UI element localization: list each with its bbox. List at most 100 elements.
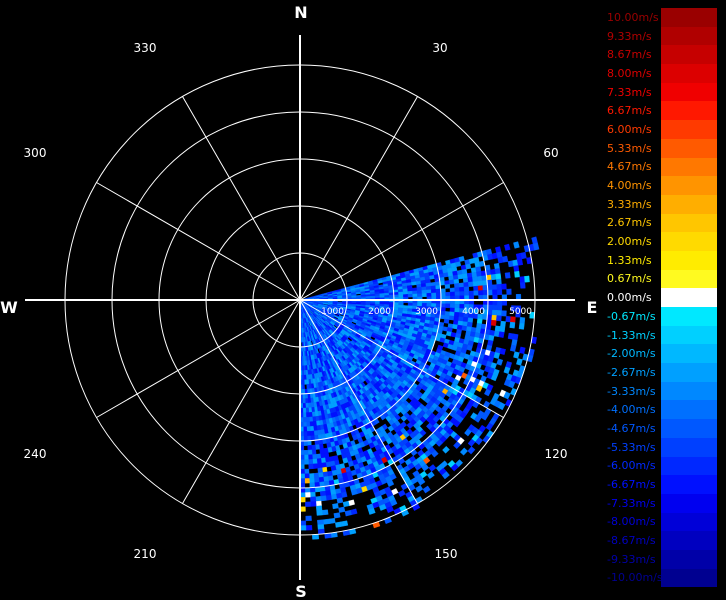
- velocity-cell: [325, 494, 332, 501]
- colorbar-entry: 4.00m/s: [606, 176, 718, 195]
- velocity-cell: [301, 342, 304, 348]
- velocity-cell: [513, 241, 520, 249]
- velocity-cell: [457, 274, 464, 280]
- velocity-cell: [459, 286, 465, 292]
- velocity-cell: [421, 286, 427, 291]
- velocity-cell: [435, 288, 442, 294]
- velocity-cell: [454, 287, 460, 293]
- colorbar-swatch: [661, 344, 717, 364]
- velocity-cell: [499, 326, 506, 333]
- velocity-cell: [431, 449, 439, 458]
- velocity-cell: [421, 289, 427, 294]
- velocity-cell: [342, 500, 350, 508]
- colorbar-entry: -0.67m/s: [606, 307, 718, 326]
- colorbar-label: 4.67m/s: [607, 160, 652, 174]
- velocity-cell: [531, 236, 538, 245]
- colorbar-swatch: [661, 456, 717, 476]
- colorbar-swatch: [661, 381, 717, 401]
- azimuth-spoke: [299, 96, 418, 301]
- colorbar-label: 8.00m/s: [607, 66, 652, 80]
- velocity-cell: [477, 280, 483, 287]
- velocity-cell: [302, 421, 307, 428]
- velocity-cell: [496, 358, 504, 366]
- colorbar-swatch: [661, 400, 717, 420]
- velocity-cell: [416, 286, 423, 292]
- velocity-cell: [304, 487, 311, 493]
- velocity-cell: [475, 384, 483, 393]
- velocity-cell: [302, 407, 307, 414]
- velocity-cell: [330, 493, 338, 500]
- velocity-cell: [454, 307, 460, 313]
- colorbar-swatch: [661, 157, 717, 177]
- velocity-cell: [476, 318, 483, 325]
- colorbar-swatch: [661, 549, 717, 569]
- azimuth-spoke: [96, 182, 301, 301]
- velocity-cell: [519, 282, 526, 289]
- velocity-cell: [464, 428, 472, 437]
- velocity-cell: [430, 289, 437, 294]
- azimuth-spoke: [182, 96, 301, 301]
- velocity-cell: [435, 292, 442, 297]
- colorbar-label: 7.33m/s: [607, 85, 652, 99]
- velocity-cell: [311, 444, 316, 451]
- velocity-cell: [472, 276, 478, 283]
- velocity-cell: [317, 524, 325, 530]
- velocity-cell: [477, 285, 484, 291]
- velocity-cell: [309, 491, 316, 498]
- velocity-cell: [495, 273, 502, 280]
- velocity-cell: [308, 411, 313, 418]
- velocity-cell: [482, 289, 489, 296]
- colorbar-entry: -4.00m/s: [606, 400, 718, 420]
- velocity-cell: [303, 454, 309, 460]
- velocity-cell: [305, 407, 310, 413]
- velocity-cell: [444, 311, 451, 316]
- velocity-cell: [317, 467, 323, 474]
- velocity-cell: [311, 449, 317, 455]
- colorbar-label: -3.33m/s: [607, 384, 656, 398]
- velocity-cell: [461, 325, 468, 332]
- colorbar-swatch: [661, 568, 717, 588]
- colorbar-label: 6.00m/s: [607, 122, 652, 136]
- velocity-cell: [490, 373, 498, 382]
- velocity-cell: [398, 294, 404, 298]
- velocity-cell: [324, 490, 332, 496]
- velocity-cell: [500, 320, 506, 328]
- velocity-cell: [518, 322, 525, 330]
- azimuth-label-240: 240: [24, 447, 47, 461]
- colorbar-swatch: [661, 307, 717, 326]
- colorbar-swatch: [661, 493, 717, 513]
- velocity-cell: [496, 289, 503, 296]
- velocity-cell: [308, 459, 314, 465]
- velocity-cell: [426, 289, 432, 294]
- velocity-cell: [428, 464, 437, 472]
- velocity-cell: [496, 283, 503, 290]
- velocity-cell: [449, 287, 456, 293]
- velocity-cell: [302, 388, 306, 395]
- velocity-cell: [344, 509, 352, 517]
- velocity-cell: [318, 476, 325, 483]
- velocity-cell: [319, 490, 327, 497]
- velocity-cell: [310, 430, 315, 437]
- velocity-cell: [338, 506, 346, 513]
- velocity-cell: [304, 478, 310, 484]
- velocity-cell: [412, 290, 418, 295]
- velocity-cell: [303, 440, 308, 446]
- velocity-cell: [368, 507, 376, 515]
- velocity-cell: [319, 448, 325, 455]
- velocity-cell: [430, 285, 437, 290]
- colorbar-swatch: [661, 64, 717, 83]
- colorbar-entry: 2.00m/s: [606, 232, 718, 251]
- velocity-cell: [305, 525, 313, 531]
- colorbar-swatch: [661, 101, 717, 121]
- velocity-cell: [315, 453, 322, 460]
- velocity-cell: [305, 501, 312, 507]
- velocity-cell: [301, 374, 305, 381]
- velocity-cell: [501, 310, 507, 317]
- velocity-cell: [458, 282, 465, 288]
- velocity-cell: [323, 476, 329, 482]
- velocity-cell: [302, 417, 307, 423]
- velocity-cell: [504, 243, 511, 251]
- colorbar-entry: -7.33m/s: [606, 493, 718, 513]
- velocity-cell: [426, 471, 435, 479]
- velocity-cell: [484, 388, 492, 397]
